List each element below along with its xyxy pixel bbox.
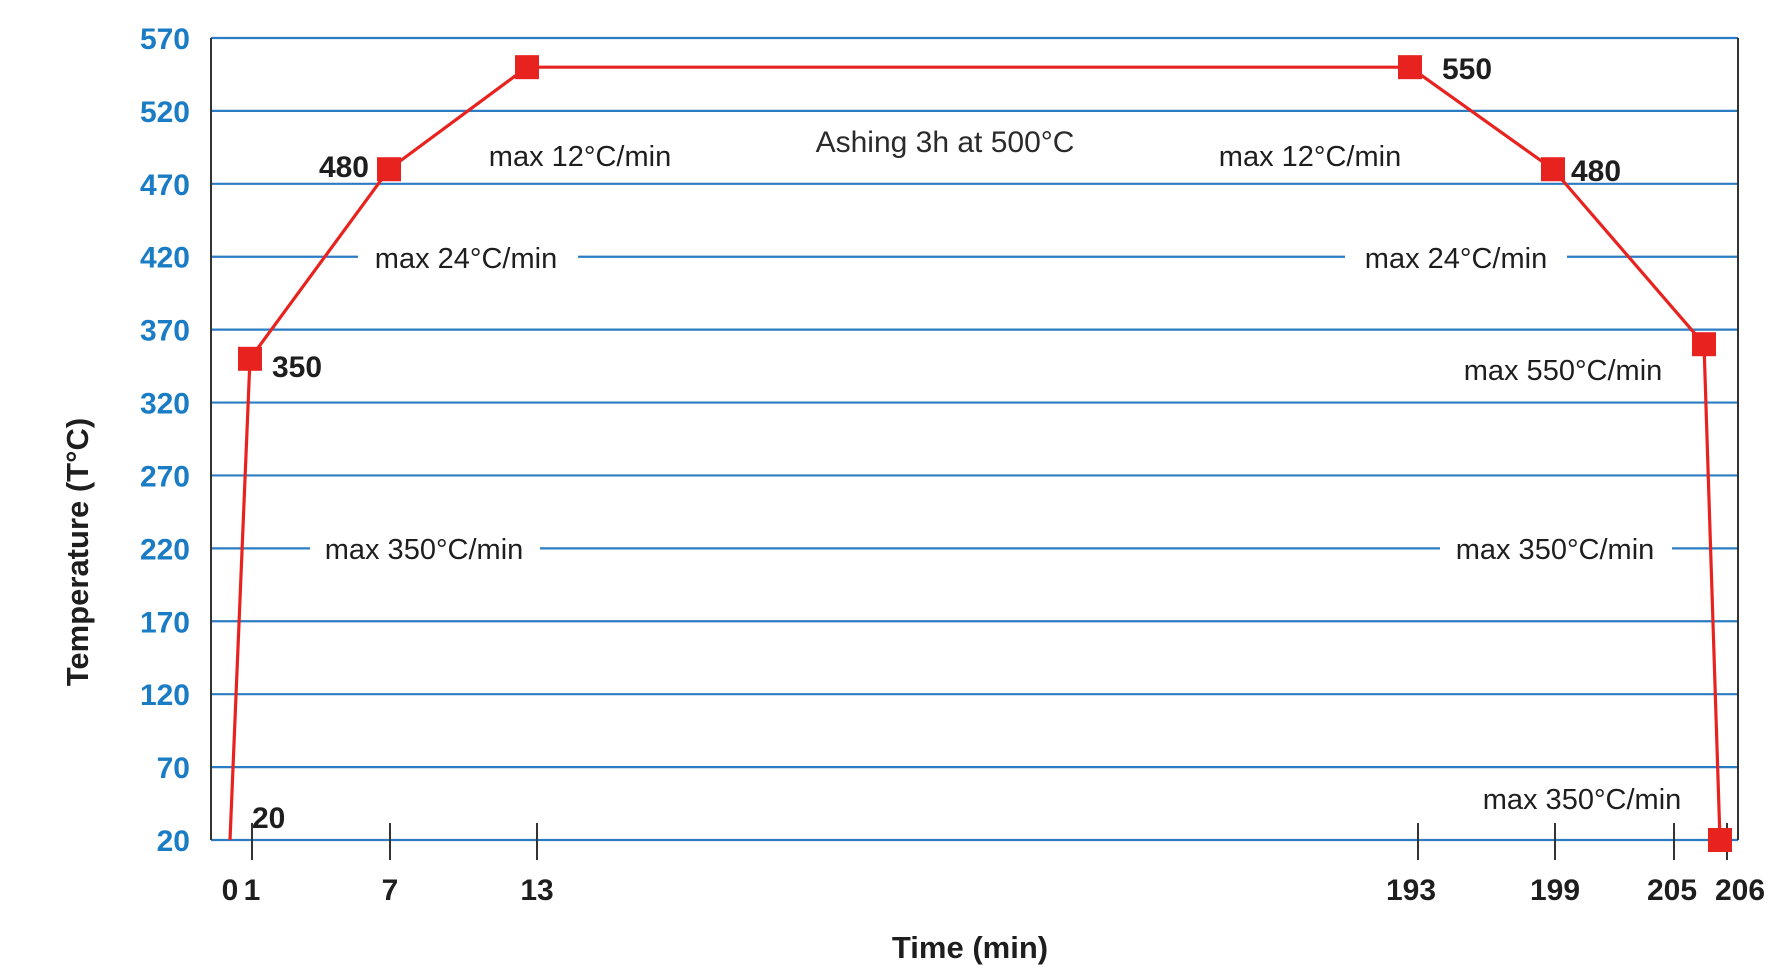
data-point-marker (1541, 157, 1565, 182)
plot-frame (210, 38, 1739, 840)
y-tick-label: 20 (157, 825, 190, 858)
y-axis-title: Temperature (T°C) (60, 418, 95, 686)
annotations: Ashing 3h at 500°C max 12°C/min max 12°C… (310, 126, 1681, 816)
point-value-label: 350 (272, 351, 322, 384)
y-tick-label: 570 (140, 23, 190, 56)
y-tick-label: 120 (140, 679, 190, 712)
point-value-label: 20 (252, 802, 285, 835)
x-tick-label: 205 (1647, 874, 1697, 907)
rate-12-right-annotation: max 12°C/min (1219, 141, 1401, 173)
x-tick-label: 193 (1386, 874, 1436, 907)
rate-12-left-annotation: max 12°C/min (489, 141, 671, 173)
data-point-marker (238, 346, 262, 371)
x-axis-title: Time (min) (892, 930, 1048, 965)
x-tick-label: 1 (244, 874, 261, 907)
x-axis-ticks: 0 1 7 13 193 199 205 206 (222, 823, 1765, 907)
series-line (228, 65, 1722, 841)
y-tick-label: 270 (140, 460, 190, 493)
x-tick-label: 7 (382, 874, 399, 907)
y-tick-label: 170 (140, 606, 190, 639)
rate-24-right-annotation: max 24°C/min (1365, 243, 1547, 275)
rate-24-left-annotation: max 24°C/min (375, 243, 557, 275)
point-value-label: 480 (1571, 155, 1621, 188)
data-point-marker (1398, 55, 1422, 80)
y-tick-label: 370 (140, 315, 190, 348)
y-tick-label: 70 (157, 752, 190, 785)
data-point-marker (1708, 828, 1732, 852)
x-tick-label: 13 (520, 874, 553, 907)
y-tick-label: 470 (140, 169, 190, 202)
point-labels: 20 350 480 550 480 (252, 53, 1621, 835)
x-tick-label: 199 (1530, 874, 1580, 907)
data-point-marker (377, 157, 401, 182)
rate-550-annotation: max 550°C/min (1464, 355, 1663, 387)
y-tick-label: 520 (140, 96, 190, 129)
point-value-label: 480 (319, 151, 369, 184)
temperature-series (228, 55, 1732, 852)
data-point-marker (1692, 332, 1716, 357)
rate-350-bottom-annotation: max 350°C/min (1483, 784, 1682, 816)
y-tick-label: 320 (140, 388, 190, 421)
x-tick-label: 0 (222, 874, 239, 907)
rate-350-right-annotation: max 350°C/min (1456, 534, 1655, 566)
point-value-label: 550 (1442, 53, 1492, 86)
y-tick-label: 220 (140, 533, 190, 566)
data-point-marker (515, 55, 539, 80)
y-tick-label: 420 (140, 242, 190, 275)
ashing-annotation: Ashing 3h at 500°C (816, 126, 1075, 159)
y-axis-ticks: 20 70 120 170 220 270 320 370 420 470 520 570 (140, 23, 190, 858)
rate-350-left-annotation: max 350°C/min (325, 534, 524, 566)
x-tick-label: 206 (1715, 874, 1765, 907)
